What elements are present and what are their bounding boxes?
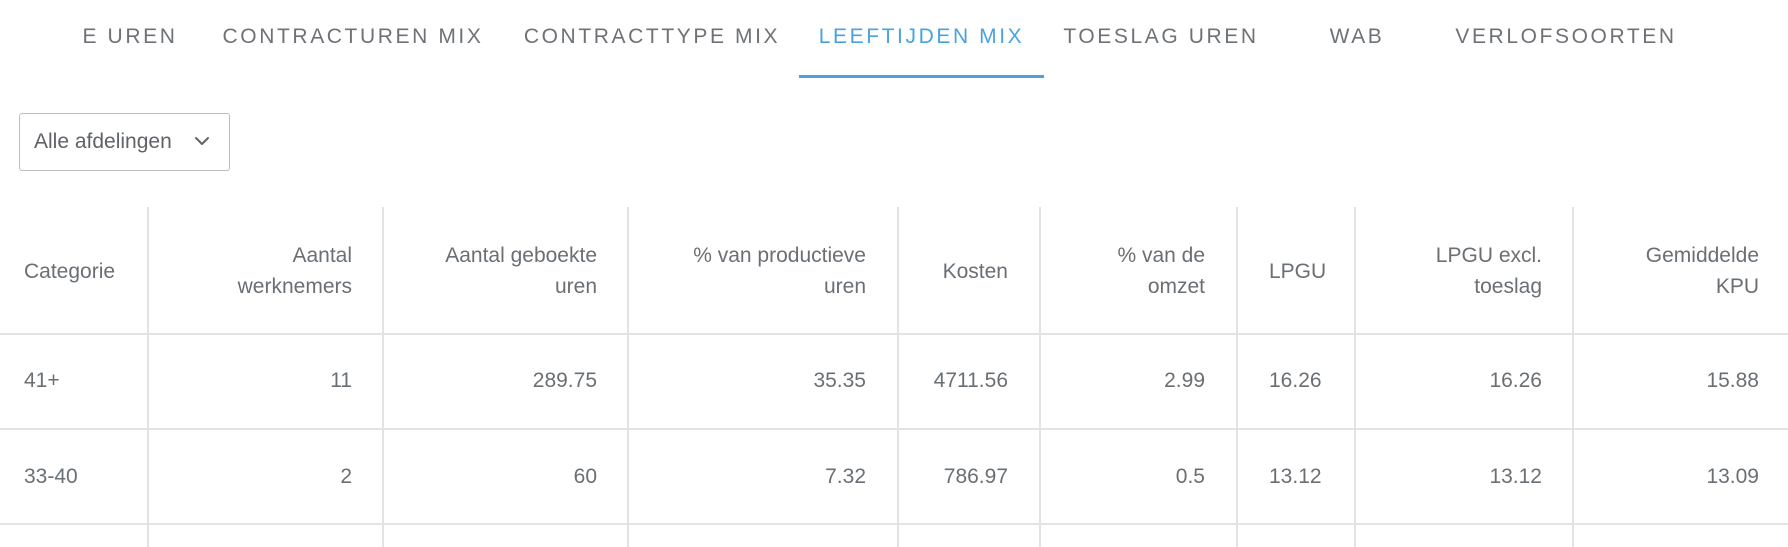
- department-select-value: Alle afdelingen: [34, 130, 172, 153]
- column-divider: [1039, 207, 1041, 547]
- column-divider: [627, 207, 629, 547]
- column-header-aantal-geboekte-uren[interactable]: Aantal geboekte uren: [445, 244, 597, 298]
- tab-contracttype-mix[interactable]: CONTRACTTYPE MIX: [523, 25, 781, 48]
- table-cell-lpgu-excl-toeslag: 16.26: [1489, 369, 1542, 392]
- tab-contracturen-mix[interactable]: CONTRACTUREN MIX: [222, 25, 484, 48]
- table-cell-geboekte-uren: 60: [573, 465, 597, 488]
- table-cell-productieve-uren: 35.35: [813, 369, 866, 392]
- table-cell-werknemers: 11: [330, 369, 352, 392]
- tab-leeftijden-mix[interactable]: LEEFTIJDEN MIX: [799, 0, 1044, 78]
- table-cell-categorie: 33-40: [24, 465, 78, 488]
- column-divider: [897, 207, 899, 547]
- table-cell-gemiddelde-kpu: 13.09: [1706, 465, 1759, 488]
- column-header-omzet[interactable]: % van de omzet: [1117, 244, 1205, 298]
- table-cell-gemiddelde-kpu: 15.88: [1706, 369, 1759, 392]
- row-divider: [0, 523, 1788, 525]
- table-cell-werknemers: 2: [340, 465, 352, 488]
- column-header-productieve-uren[interactable]: % van productieve uren: [693, 244, 866, 298]
- chevron-down-icon: [195, 137, 209, 145]
- column-header-categorie[interactable]: Categorie: [24, 260, 116, 283]
- table-cell-kosten: 4711.56: [933, 369, 1008, 392]
- tab-toeslag-uren[interactable]: TOESLAG UREN: [1063, 25, 1259, 48]
- tab-wab[interactable]: WAB: [1329, 25, 1385, 48]
- table-cell-geboekte-uren: 289.75: [532, 369, 597, 392]
- table-cell-categorie: 41+: [24, 369, 60, 392]
- tab-verlofsoorten[interactable]: VERLOFSOORTEN: [1455, 25, 1677, 48]
- column-divider: [1572, 207, 1574, 547]
- row-divider: [0, 428, 1788, 430]
- column-divider: [147, 207, 149, 547]
- table-cell-lpgu-excl-toeslag: 13.12: [1489, 465, 1542, 488]
- table-cell-omzet: 2.99: [1164, 369, 1205, 392]
- table-cell-lpgu: 13.12: [1269, 465, 1322, 488]
- tab-bar: E UREN CONTRACTUREN MIX CONTRACTTYPE MIX…: [0, 0, 1788, 78]
- column-divider: [1354, 207, 1356, 547]
- column-header-lpgu-excl-toeslag[interactable]: LPGU excl. toeslag: [1435, 244, 1542, 298]
- column-header-aantal-werknemers[interactable]: Aantal werknemers: [237, 244, 352, 298]
- table-cell-lpgu: 16.26: [1269, 369, 1322, 392]
- column-header-gemiddelde-kpu[interactable]: Gemiddelde KPU: [1645, 244, 1759, 298]
- table-cell-productieve-uren: 7.32: [825, 465, 866, 488]
- column-header-kosten[interactable]: Kosten: [942, 260, 1008, 283]
- department-select[interactable]: Alle afdelingen: [19, 113, 230, 171]
- row-divider: [0, 333, 1788, 335]
- column-header-lpgu[interactable]: LPGU: [1269, 260, 1327, 283]
- tab-e-uren[interactable]: E UREN: [82, 25, 178, 48]
- column-divider: [382, 207, 384, 547]
- table-cell-omzet: 0.5: [1175, 465, 1205, 488]
- table-cell-kosten: 786.97: [943, 465, 1008, 488]
- column-divider: [1236, 207, 1238, 547]
